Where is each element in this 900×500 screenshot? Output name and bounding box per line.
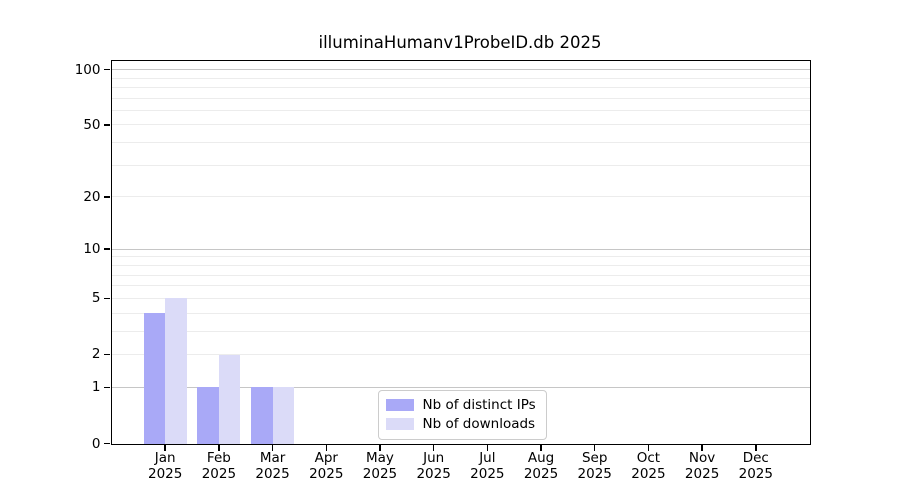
x-tick-may	[379, 445, 381, 451]
y-tick-20	[104, 196, 110, 198]
gridline-y-8	[111, 264, 810, 266]
bar-feb-downloads	[218, 354, 241, 444]
bar-mar-downloads	[272, 387, 295, 444]
gridline-y-9	[111, 256, 810, 258]
gridline-y-7	[111, 274, 810, 276]
legend-label-downloads: Nb of downloads	[422, 416, 536, 432]
gridline-y-60	[111, 109, 810, 111]
gridline-y-30	[111, 164, 810, 166]
gridlines-layer	[111, 61, 810, 444]
x-tick-label-jun: Jun 2025	[416, 449, 451, 483]
x-tick-label-may: May 2025	[362, 449, 398, 483]
x-tick-label-apr: Apr 2025	[309, 449, 344, 483]
x-tick-label-nov: Nov 2025	[684, 449, 720, 483]
bar-jan-downloads	[165, 298, 187, 444]
x-tick-jul	[486, 445, 489, 451]
gridline-y-40	[111, 142, 810, 144]
legend: Nb of distinct IPs Nb of downloads	[377, 389, 547, 440]
x-tick-mar	[271, 445, 274, 451]
y-tick-0	[104, 442, 110, 445]
bar-jan-distinct-ips	[143, 313, 166, 444]
gridline-y-2	[111, 353, 810, 355]
gridline-y-20	[111, 196, 810, 198]
y-tick-label-100: 100	[74, 61, 101, 78]
y-tick-label-10: 10	[83, 241, 101, 258]
y-tick-5	[104, 297, 110, 300]
y-tick-100	[104, 68, 110, 71]
plot-area: 0 1 2 5 10 20 50 100 Jan 2025 Feb 2025 Mar 2025 Apr 202…	[75, 59, 811, 482]
y-tick-label-2: 2	[91, 346, 101, 363]
y-tick-2	[104, 353, 110, 356]
legend-item-downloads: Nb of downloads	[385, 415, 536, 434]
x-tick-feb	[218, 445, 220, 451]
x-tick-label-dec: Dec 2025	[738, 449, 773, 483]
gridline-y-100	[111, 69, 810, 71]
y-tick-label-1: 1	[91, 379, 101, 396]
gridline-y-70	[111, 97, 810, 99]
x-tick-jan	[164, 445, 166, 451]
gridline-y-5	[111, 297, 810, 299]
x-tick-label-oct: Oct 2025	[631, 449, 666, 483]
x-tick-label-jan: Jan 2025	[148, 449, 183, 483]
gridline-y-10	[111, 248, 810, 250]
gridline-y-50	[111, 124, 810, 126]
x-tick-label-aug: Aug 2025	[523, 449, 559, 483]
bars-layer	[112, 61, 810, 444]
gridline-y-1	[111, 386, 810, 388]
y-tick-50	[104, 124, 110, 126]
legend-swatch-downloads	[385, 418, 414, 430]
y-tick-10	[104, 248, 110, 250]
legend-item-distinct-ips: Nb of distinct IPs	[385, 396, 536, 415]
x-tick-dec	[755, 445, 757, 451]
x-tick-aug	[540, 445, 542, 451]
gridline-y-90	[111, 77, 810, 79]
y-tick-label-20: 20	[83, 188, 101, 205]
x-tick-label-feb: Feb 2025	[201, 449, 237, 483]
x-tick-sep	[593, 445, 596, 451]
y-tick-label-5: 5	[91, 290, 101, 307]
legend-label-distinct-ips: Nb of distinct IPs	[422, 397, 536, 413]
x-tick-nov	[701, 445, 703, 451]
y-tick-1	[104, 386, 110, 389]
x-tick-jun	[432, 445, 435, 451]
x-tick-label-mar: Mar 2025	[255, 449, 290, 483]
axis-ticks-layer: 0 1 2 5 10 20 50 100 Jan 2025 Feb 2025 Mar 2025 Apr 202…	[75, 61, 810, 482]
gridline-y-6	[111, 285, 810, 287]
x-tick-oct	[647, 445, 650, 451]
chart-title: illuminaHumanv1ProbeID.db 2025	[318, 33, 602, 52]
gridline-y-3	[111, 330, 810, 332]
bar-feb-distinct-ips	[197, 387, 219, 444]
x-tick-label-sep: Sep 2025	[577, 449, 612, 483]
y-tick-label-50: 50	[83, 116, 101, 133]
gridline-y-80	[111, 86, 810, 88]
bar-mar-distinct-ips	[251, 387, 273, 444]
gridline-y-4	[111, 312, 810, 314]
x-tick-label-jul: Jul 2025	[470, 449, 505, 483]
y-tick-label-0: 0	[91, 435, 101, 452]
x-tick-apr	[325, 445, 328, 451]
legend-swatch-distinct-ips	[385, 399, 414, 411]
